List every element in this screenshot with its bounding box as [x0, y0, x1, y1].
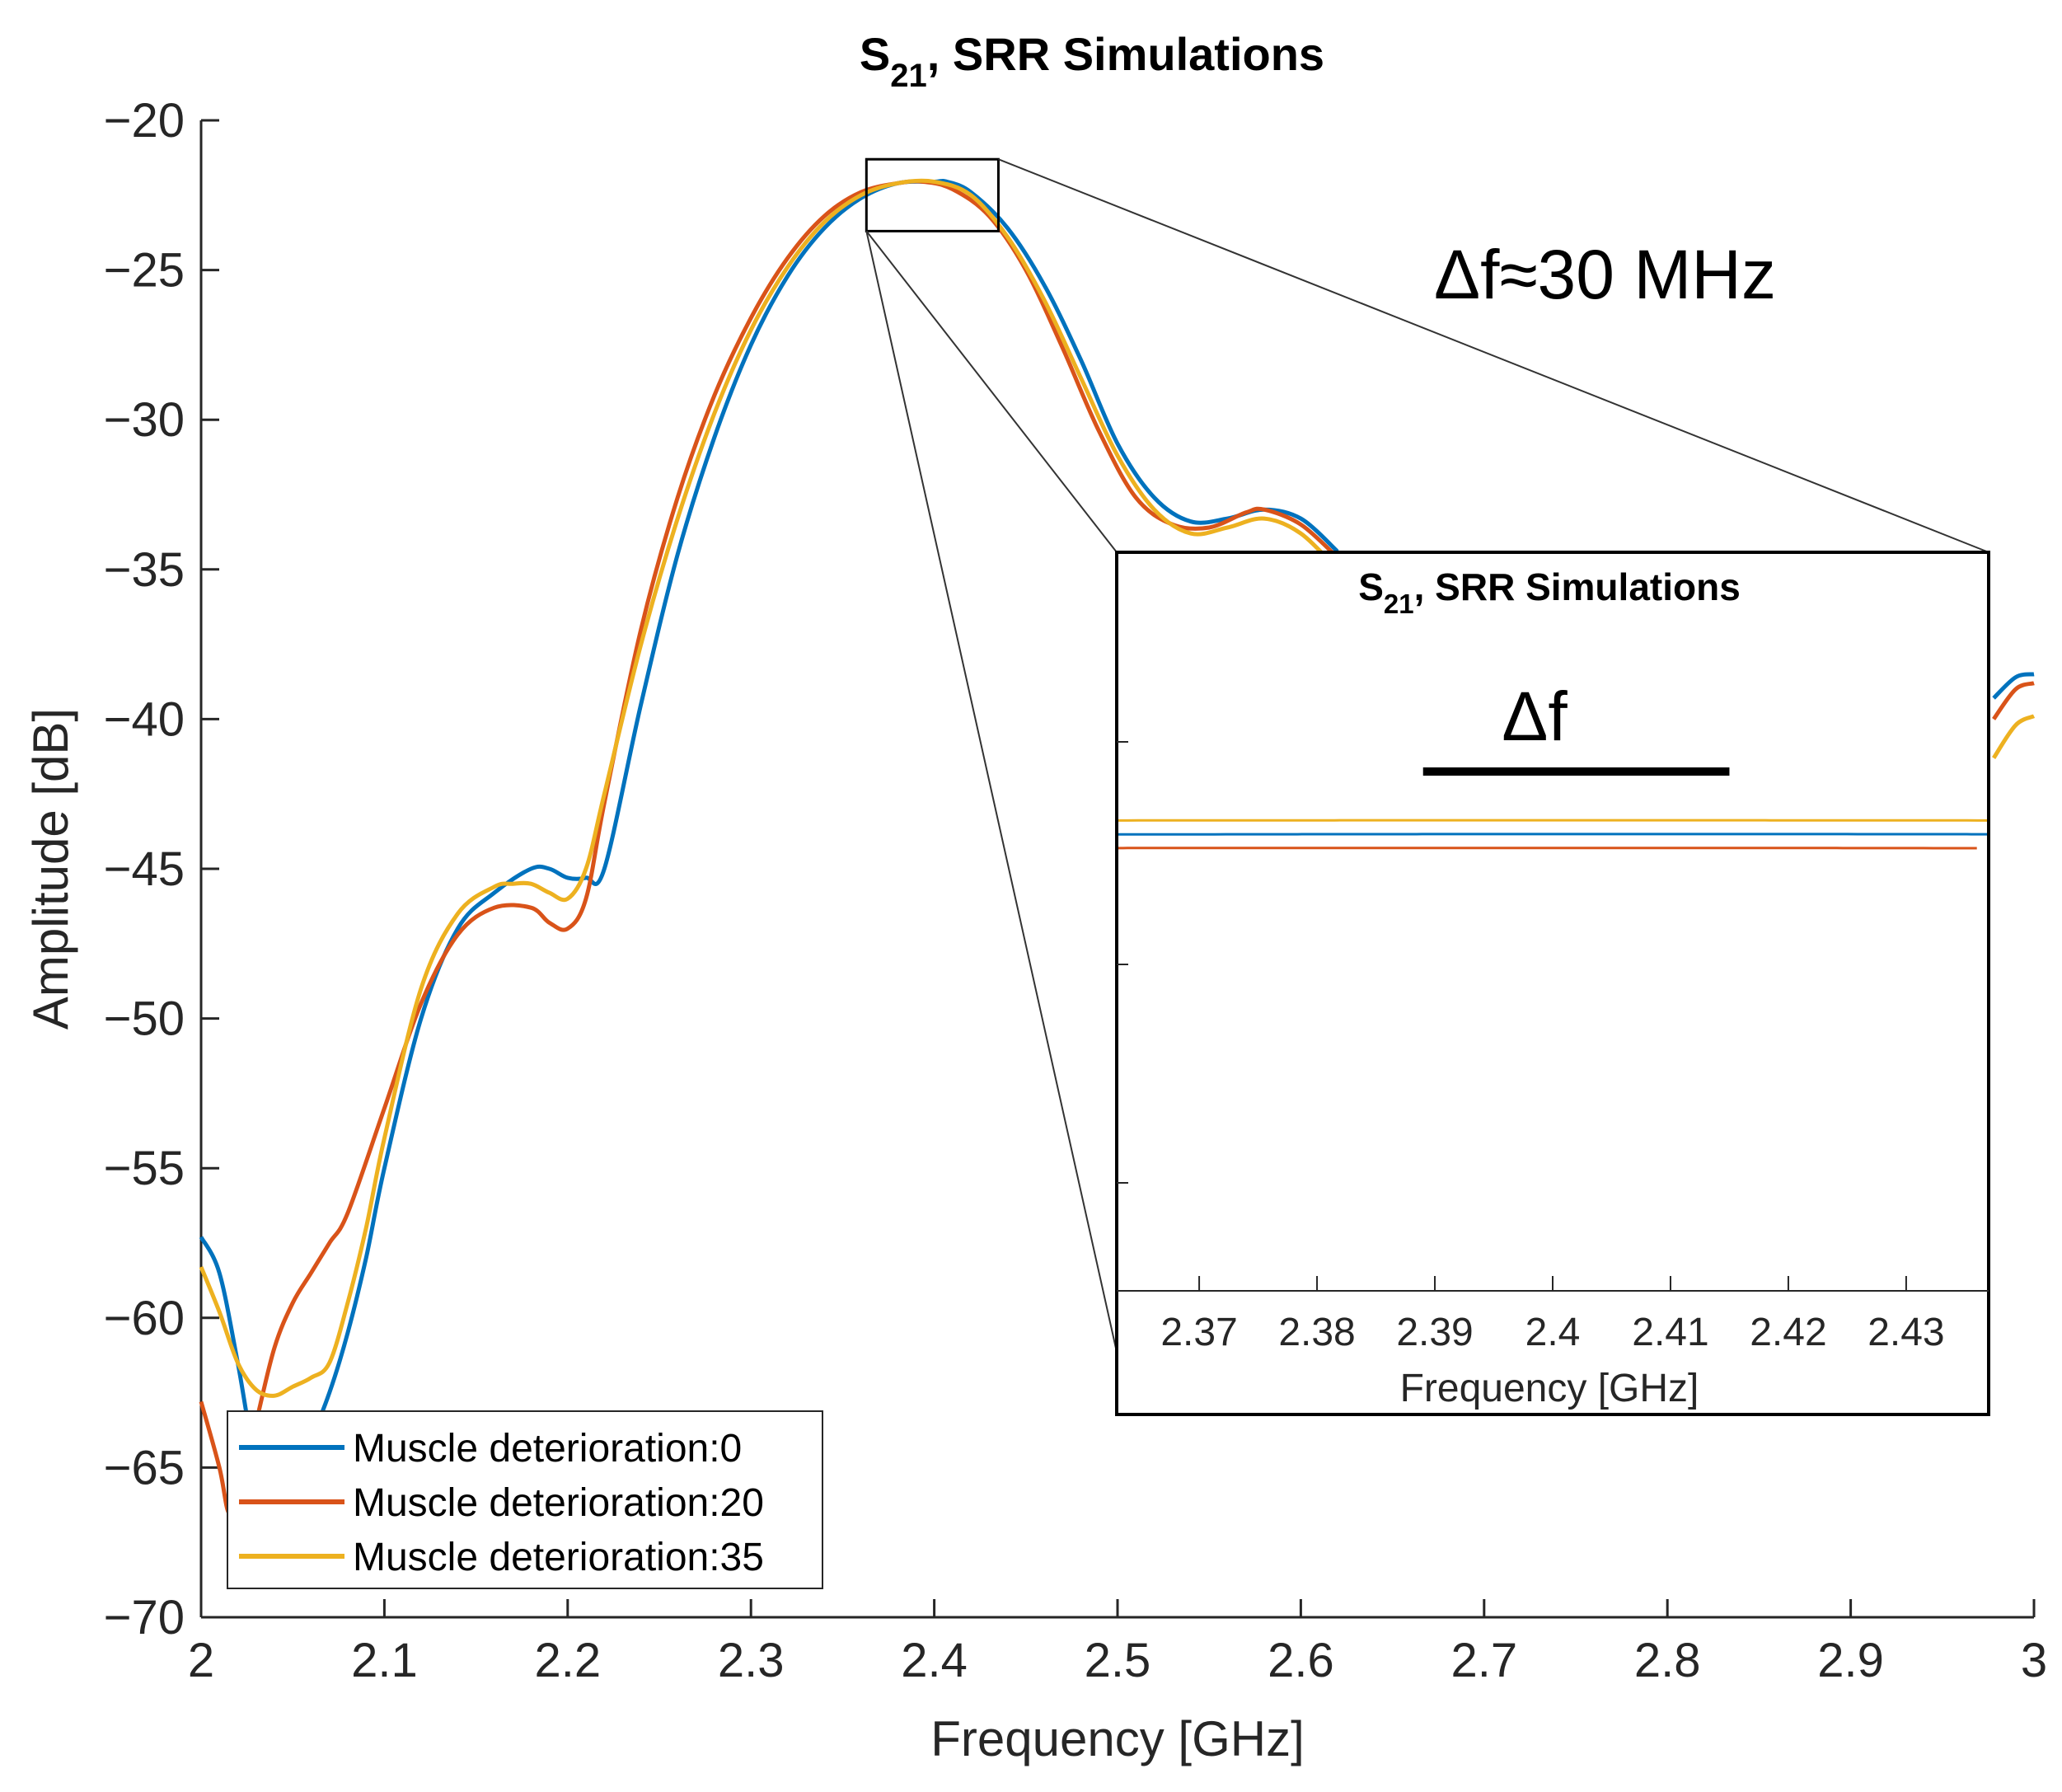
zoom-box	[865, 157, 1000, 232]
main-y-axis-label: Amplitude [dB]	[23, 708, 78, 1030]
inset-delta-f-annotation: Δf	[1502, 678, 1568, 755]
y-tick-label: −20	[104, 94, 185, 148]
y-tick-label: −70	[104, 1591, 185, 1644]
y-tick-label: −50	[104, 992, 185, 1046]
main-title: S21, SRR Simulations	[860, 28, 1324, 94]
main-x-axis-label: Frequency [GHz]	[930, 1711, 1305, 1766]
x-tick-label: 2.8	[1634, 1634, 1701, 1687]
legend-label-1: Muscle deterioration:20	[353, 1481, 764, 1525]
inset-x-tick-label: 2.39	[1396, 1311, 1473, 1354]
inset-x-tick-label: 2.41	[1632, 1311, 1708, 1354]
y-tick-label: −45	[104, 842, 185, 896]
legend: Muscle deterioration:0 Muscle deteriorati…	[227, 1410, 823, 1589]
series-line-tail-1	[1992, 681, 2035, 720]
legend-box	[227, 1410, 823, 1589]
y-tick-label: −30	[104, 393, 185, 447]
x-tick-label: 2.3	[718, 1634, 785, 1687]
inset-x-tick-label: 2.38	[1278, 1311, 1355, 1354]
zoom-connector-top	[998, 158, 1989, 553]
inset-x-tick-label: 2.4	[1525, 1311, 1581, 1354]
y-tick-label: −65	[104, 1441, 185, 1494]
zoom-indicator	[865, 157, 1989, 1353]
y-tick-label: −40	[104, 692, 185, 746]
series-line-tail-2	[1992, 714, 2036, 759]
x-tick-label: 2.9	[1817, 1634, 1884, 1687]
x-tick-label: 2.4	[901, 1634, 968, 1687]
series-line-2	[199, 178, 1339, 1398]
inset-x-tick-label: 2.43	[1868, 1311, 1944, 1354]
series-line-0	[199, 178, 1339, 1485]
x-tick-label: 2.7	[1450, 1634, 1517, 1687]
inset-x-tick-label: 2.37	[1160, 1311, 1237, 1354]
y-tick-label: −60	[104, 1292, 185, 1345]
x-tick-label: 2	[188, 1634, 214, 1687]
legend-label-0: Muscle deterioration:0	[353, 1427, 742, 1471]
inset-title: S21, SRR Simulations	[1358, 565, 1741, 619]
inset-frame	[1115, 551, 1990, 1416]
zoom-connector-bottom	[865, 231, 1118, 1353]
zoom-connector-mid	[865, 230, 1118, 553]
x-tick-label: 2.6	[1268, 1634, 1334, 1687]
legend-label-2: Muscle deterioration:35	[353, 1536, 764, 1579]
inset-x-axis-label: Frequency [GHz]	[1400, 1367, 1699, 1410]
x-tick-label: 2.1	[351, 1634, 418, 1687]
series-line-1	[199, 179, 1339, 1517]
inset-plot: S21, SRR Simulations 2.37 2.38 2.39 2.4 2.41…	[1115, 551, 1990, 1416]
y-tick-label: −55	[104, 1142, 185, 1195]
x-tick-label: 3	[2021, 1634, 2047, 1687]
x-tick-label: 2.5	[1085, 1634, 1151, 1687]
inset-x-tick-label: 2.42	[1750, 1311, 1826, 1354]
main-plot-area: 2 2.1 2.2 2.3 2.4 2.5 2.6 2.7 2.8 2.9 3 −70 −65 −60 −5…	[104, 94, 2048, 1687]
series-line-tail-0	[1992, 672, 2035, 700]
y-tick-label: −35	[104, 543, 185, 597]
x-tick-label: 2.2	[534, 1634, 601, 1687]
delta-f-annotation: Δf≈30 MHz	[1434, 236, 1776, 313]
y-tick-label: −25	[104, 244, 185, 298]
